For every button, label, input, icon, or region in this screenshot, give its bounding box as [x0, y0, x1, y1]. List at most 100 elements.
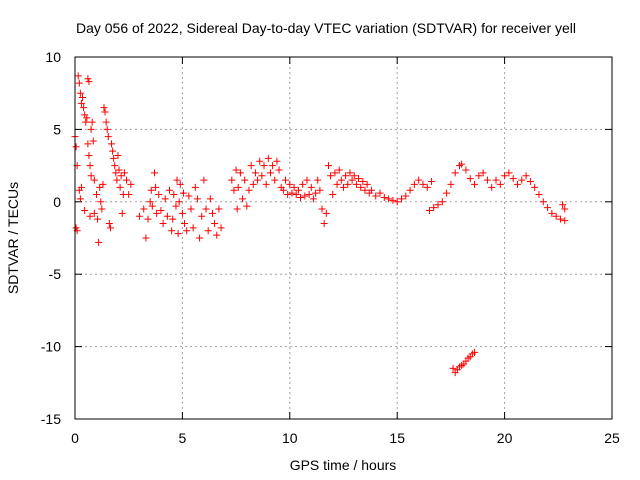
data-point — [305, 191, 313, 199]
y-tick-label: -15 — [41, 411, 61, 427]
data-point — [269, 162, 277, 170]
x-tick-label: 10 — [282, 430, 298, 446]
data-point — [175, 198, 183, 206]
data-point — [531, 183, 539, 191]
data-point — [87, 125, 95, 133]
data-point — [206, 195, 214, 203]
data-point — [77, 183, 85, 191]
data-point — [88, 118, 96, 126]
data-point — [355, 175, 363, 183]
data-point — [163, 212, 171, 220]
data-point — [376, 189, 384, 197]
data-point — [178, 209, 186, 217]
data-point — [97, 198, 105, 206]
y-axis-label: SDTVAR / TECUs — [5, 182, 21, 294]
x-tick-label: 0 — [71, 430, 79, 446]
data-point — [284, 191, 292, 199]
data-point — [183, 227, 191, 235]
data-point — [172, 202, 180, 210]
data-point — [318, 205, 326, 213]
data-point — [89, 137, 97, 145]
data-point — [72, 224, 80, 232]
data-point — [258, 172, 266, 180]
data-point — [76, 195, 84, 203]
plot-frame — [74, 56, 613, 420]
data-point — [539, 198, 547, 206]
data-point — [86, 162, 94, 170]
data-point — [200, 176, 208, 184]
data-point — [233, 205, 241, 213]
data-point — [211, 220, 219, 228]
data-point — [173, 176, 181, 184]
data-point — [74, 72, 82, 80]
data-point — [449, 364, 457, 372]
data-point — [393, 198, 401, 206]
data-point — [262, 180, 270, 188]
data-point — [496, 180, 504, 188]
grid-lines — [75, 57, 612, 419]
data-point — [522, 172, 530, 180]
data-point — [169, 215, 177, 223]
data-point — [346, 169, 354, 177]
data-point — [86, 212, 94, 220]
data-point — [471, 348, 479, 356]
x-tick-label: 5 — [179, 430, 187, 446]
data-point — [488, 183, 496, 191]
data-point — [264, 154, 272, 162]
data-point — [415, 176, 423, 184]
x-tick-label: 25 — [604, 430, 620, 446]
data-point — [105, 220, 113, 228]
data-point — [327, 172, 335, 180]
data-point — [155, 191, 163, 199]
data-point — [120, 169, 128, 177]
data-point — [301, 192, 309, 200]
data-point — [241, 176, 249, 184]
data-point — [234, 183, 242, 191]
data-point — [101, 108, 109, 116]
data-point — [342, 172, 350, 180]
data-point — [125, 191, 133, 199]
data-point — [108, 140, 116, 148]
data-point — [148, 202, 156, 210]
data-point — [389, 196, 397, 204]
data-point — [251, 169, 259, 177]
data-point — [161, 195, 169, 203]
data-point — [552, 212, 560, 220]
data-point — [230, 186, 238, 194]
data-point — [202, 205, 210, 213]
data-point — [79, 94, 87, 102]
data-point — [82, 118, 90, 126]
data-point — [309, 195, 317, 203]
data-point — [81, 206, 89, 214]
data-point — [406, 186, 414, 194]
data-point — [518, 176, 526, 184]
data-point — [147, 186, 155, 194]
data-point — [544, 204, 552, 212]
data-point — [509, 175, 517, 183]
data-point — [340, 183, 347, 191]
data-point — [146, 198, 154, 206]
data-point — [513, 180, 521, 188]
data-point — [85, 151, 93, 159]
data-point — [322, 209, 330, 217]
x-tick-labels: 0 5 10 15 20 25 — [71, 430, 620, 446]
data-point — [275, 166, 283, 174]
data-point — [367, 186, 375, 194]
data-point — [152, 183, 160, 191]
data-point — [260, 162, 268, 170]
data-point — [228, 176, 236, 184]
data-point — [462, 166, 470, 174]
data-point — [111, 162, 119, 170]
data-point — [348, 176, 356, 184]
data-point — [279, 186, 287, 194]
data-point — [282, 176, 290, 184]
data-point — [144, 215, 152, 223]
x-tick-label: 20 — [497, 430, 513, 446]
data-point — [150, 169, 158, 177]
data-point — [187, 205, 195, 213]
data-point — [94, 215, 102, 223]
data-point — [135, 212, 143, 220]
data-point — [357, 183, 365, 191]
data-point — [243, 202, 251, 210]
